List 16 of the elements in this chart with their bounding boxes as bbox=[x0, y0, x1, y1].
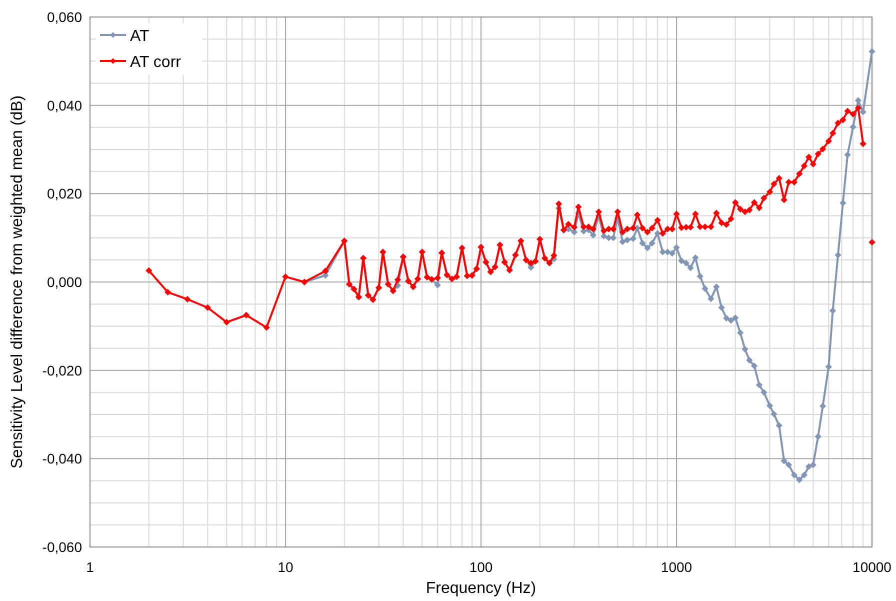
x-tick-label: 10 bbox=[278, 559, 294, 575]
x-tick-label: 10000 bbox=[852, 559, 892, 575]
x-axis-title: Frequency (Hz) bbox=[426, 580, 536, 597]
x-tick-label: 1 bbox=[86, 559, 94, 575]
y-tick-label: 0,020 bbox=[46, 186, 82, 202]
x-tick-label: 1000 bbox=[660, 559, 692, 575]
y-tick-label: 0,000 bbox=[46, 274, 82, 290]
y-tick-label: -0,040 bbox=[42, 450, 82, 467]
y-tick-label: -0,020 bbox=[42, 362, 82, 378]
y-axis-title: Sensitivity Level difference from weighted mean (dB) bbox=[9, 95, 26, 469]
y-tick-label: 0,060 bbox=[46, 9, 82, 25]
legend-label: AT bbox=[130, 28, 150, 45]
y-tick-label: 0,040 bbox=[46, 97, 82, 114]
y-tick-label: -0,060 bbox=[42, 539, 82, 555]
x-tick-label: 100 bbox=[469, 559, 493, 575]
legend-label: AT corr bbox=[130, 54, 182, 71]
